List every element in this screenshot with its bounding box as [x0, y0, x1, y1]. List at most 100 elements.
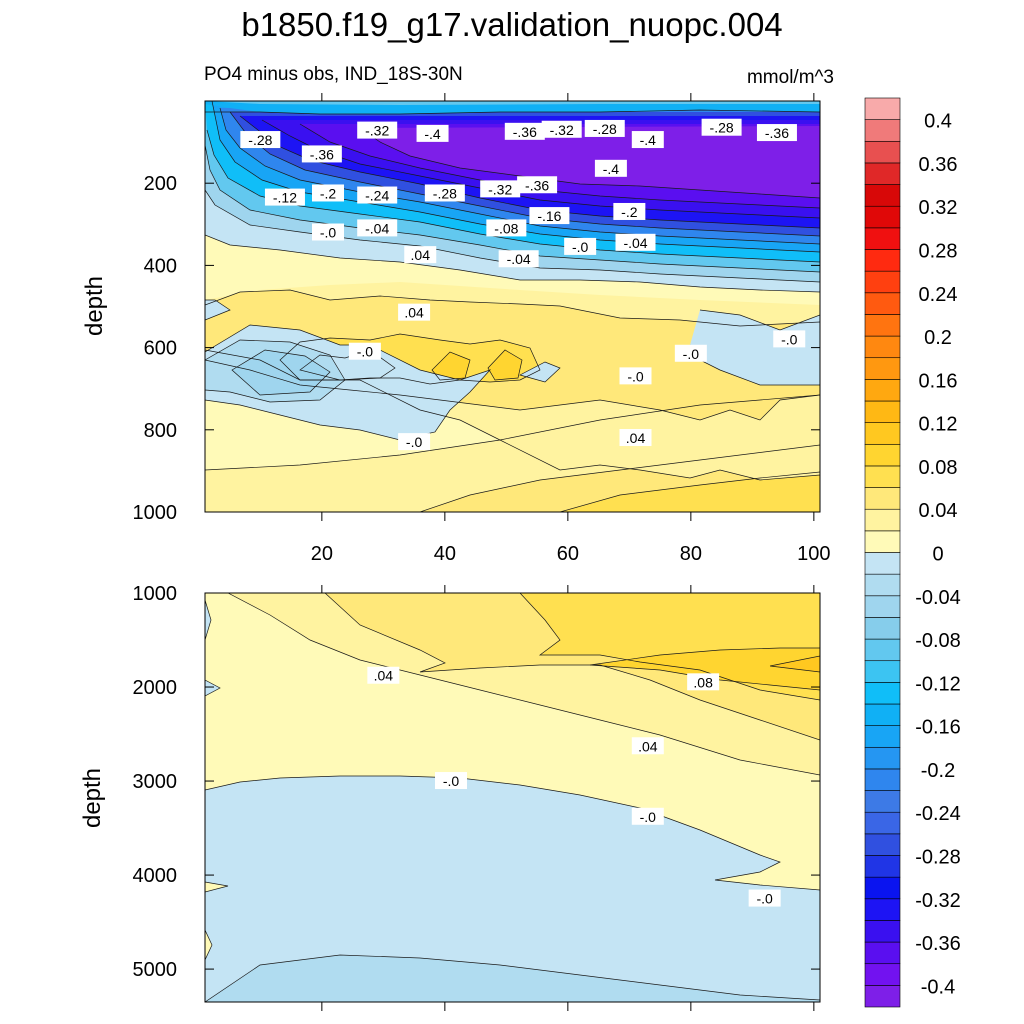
colorbar-tick-label: -0.36	[915, 933, 961, 955]
contour-label: .04	[404, 305, 424, 321]
x-tick-label: 20	[311, 543, 333, 565]
lower-contour-line	[324, 593, 820, 741]
colorbar-swatch	[864, 508, 901, 532]
subtitle-left: PO4 minus obs, IND_18S-30N	[204, 64, 463, 85]
colorbar-tick-label: 0.2	[924, 327, 952, 349]
upper-fill-yellow-band-6	[488, 350, 522, 380]
contour-label: -.36	[513, 124, 537, 140]
contour-label: -.0	[781, 331, 798, 347]
upper-fill-violet	[360, 126, 820, 198]
contour-label-box	[424, 184, 465, 202]
contour-label: -.08	[494, 220, 518, 236]
contour-label-box	[398, 433, 431, 451]
colorbar-tick-label: 0	[932, 544, 943, 566]
lower-fill-pale-yellow-2	[205, 882, 228, 892]
contour-label-box	[701, 118, 742, 136]
colorbar-swatch	[864, 422, 901, 445]
contour-label-box	[435, 772, 467, 790]
contour-label: -.36	[525, 177, 549, 193]
lower-contour-line	[205, 954, 820, 1002]
contour-label-box	[486, 219, 527, 237]
contour-label-box	[301, 145, 342, 163]
colorbar-swatch	[864, 162, 901, 185]
colorbar-tick-label: -0.08	[915, 630, 961, 652]
colorbar-swatch	[864, 270, 901, 294]
contour-label: -.0	[683, 346, 700, 362]
contour-label: -.0	[443, 773, 460, 789]
lower-fill-blue-west	[205, 600, 211, 640]
contour-label-box	[613, 202, 646, 220]
contour-label: -.04	[507, 251, 531, 267]
contour-label-box	[357, 186, 398, 204]
upper-contour-line	[205, 324, 492, 441]
lower-panel-fills	[205, 593, 820, 1002]
lower-contour-line	[589, 647, 820, 691]
colorbar-swatch	[864, 314, 901, 337]
upper-y-axis-title: depth	[81, 276, 108, 336]
contour-label: .04	[638, 738, 658, 754]
contour-label: -.2	[320, 185, 337, 201]
colorbar-swatch	[864, 941, 901, 965]
lower-contour-lines	[205, 593, 820, 1002]
colorbar-tick-label: -0.32	[915, 890, 961, 912]
contour-label-box	[517, 176, 558, 194]
lower-contour-line	[227, 593, 820, 776]
lower-contour-line	[519, 593, 820, 701]
colorbar-tick-label: -0.24	[915, 803, 961, 825]
colorbar-tick-label: 0.24	[919, 284, 958, 306]
lower-contour-line	[205, 599, 212, 641]
colorbar-swatch	[864, 725, 901, 748]
contour-label: -.0	[627, 368, 644, 384]
contour-label: -.4	[603, 161, 620, 177]
contour-label-box	[773, 330, 806, 348]
colorbar-swatch	[864, 920, 901, 943]
contour-label-box	[416, 124, 449, 142]
contour-label-box	[312, 184, 344, 202]
contour-label: -.0	[572, 239, 589, 255]
lower-fill-lightblue-bottom	[205, 955, 820, 1002]
colorbar-swatch	[864, 465, 901, 488]
colorbar-swatch	[864, 595, 901, 618]
colorbar-swatch	[864, 292, 901, 315]
contour-label: -.36	[310, 146, 334, 162]
y-tick-label: 1000	[133, 583, 178, 605]
colorbar-swatch	[864, 638, 901, 662]
colorbar-swatch	[864, 400, 901, 423]
upper-contour-line	[431, 351, 471, 381]
upper-contour-line	[231, 349, 331, 396]
contour-label-box	[398, 303, 431, 321]
contour-label: .04	[374, 668, 394, 684]
upper-contour-line	[205, 349, 820, 481]
contour-label-box	[357, 219, 398, 237]
x-tick-label: 100	[797, 543, 830, 565]
upper-contour-line	[205, 234, 820, 293]
contour-label: .08	[693, 674, 713, 690]
colorbar: -0.4 -0.36 -0.32 -0.28 -0.24 -0.2 -0.16 -0.12 -0…	[864, 97, 961, 1008]
contour-label: -.0	[357, 344, 374, 360]
contour-label-box	[619, 367, 652, 385]
upper-contour-line	[419, 444, 820, 512]
colorbar-swatch	[864, 443, 901, 467]
colorbar-swatch	[864, 617, 901, 640]
upper-fill-yellow-3	[560, 472, 820, 512]
contour-label-box	[240, 131, 281, 149]
colorbar-swatch	[864, 768, 901, 791]
contour-label: -.0	[406, 434, 423, 450]
colorbar-tick-label: -0.2	[921, 760, 955, 782]
colorbar-swatch	[864, 97, 901, 120]
lower-fill-blue-west-2	[205, 680, 220, 696]
contour-label-box	[687, 673, 720, 691]
y-tick-label: 2000	[133, 677, 178, 699]
contour-label-box	[594, 159, 627, 177]
contour-label: -.32	[365, 123, 389, 139]
upper-contour-line	[559, 471, 820, 512]
figure-title: b1850.f19_g17.validation_nuopc.004	[241, 6, 783, 43]
y-tick-label: 5000	[133, 959, 178, 981]
contour-label-box	[631, 737, 664, 755]
contour-label-box	[367, 666, 400, 684]
contour-label-box	[674, 344, 707, 362]
contour-label-box	[619, 429, 652, 447]
contour-label-box	[504, 122, 545, 140]
upper-contour-line	[211, 101, 820, 253]
upper-fill-lightblue-west	[205, 300, 230, 320]
